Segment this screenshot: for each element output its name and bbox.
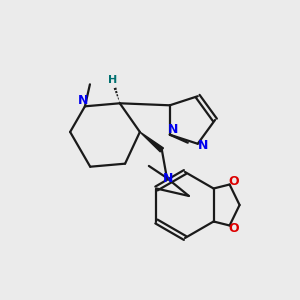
Text: O: O: [228, 222, 239, 235]
Text: N: N: [78, 94, 88, 107]
Polygon shape: [140, 132, 164, 152]
Text: O: O: [228, 175, 239, 188]
Text: H: H: [108, 75, 117, 85]
Text: N: N: [163, 172, 173, 185]
Text: N: N: [197, 139, 208, 152]
Text: N: N: [168, 123, 178, 136]
